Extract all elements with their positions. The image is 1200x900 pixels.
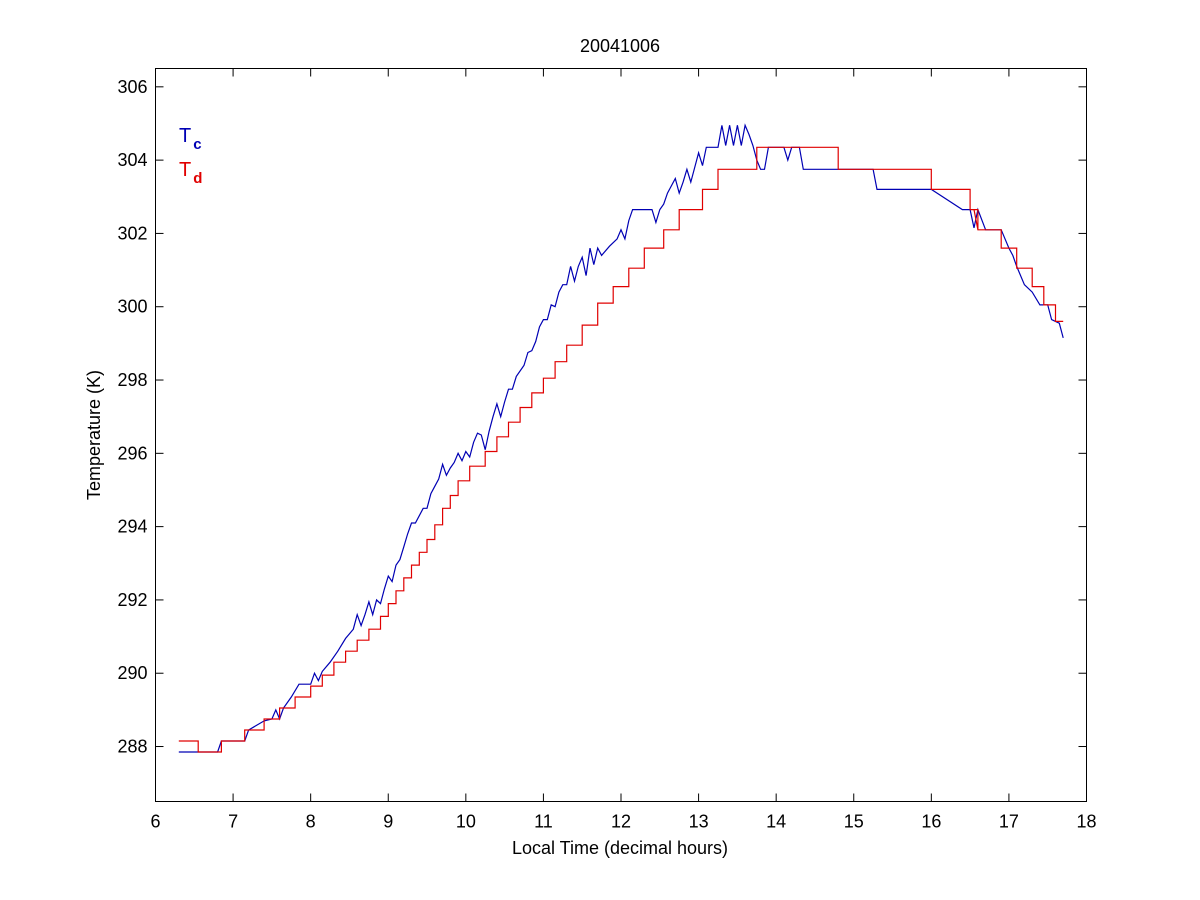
x-tick-label: 10	[456, 812, 476, 832]
x-tick-label: 16	[921, 812, 941, 832]
y-tick-label: 296	[117, 443, 147, 463]
x-axis: 6 7 8 9 10 11 12 13 14 15 16 17 18	[150, 68, 1097, 832]
chart-title: 20041006	[580, 36, 660, 56]
y-tick-label: 290	[117, 663, 147, 683]
x-tick-label: 18	[1076, 812, 1096, 832]
series-line-td	[178, 146, 1064, 753]
x-tick-label: 17	[999, 812, 1019, 832]
y-tick-label: 294	[117, 517, 147, 537]
y-tick-label: 302	[117, 223, 147, 243]
legend-entry-subscript: d	[193, 170, 202, 187]
y-tick-label: 304	[117, 150, 147, 170]
y-tick-label: 288	[117, 737, 147, 757]
legend-entry-subscript: c	[193, 136, 201, 153]
x-tick-label: 6	[150, 812, 160, 832]
x-tick-label: 12	[611, 812, 631, 832]
y-tick-label: 300	[117, 297, 147, 317]
y-axis-label: Temperature (K)	[84, 370, 104, 500]
x-tick-label: 9	[383, 812, 393, 832]
x-tick-label: 7	[228, 812, 238, 832]
x-tick-label: 13	[689, 812, 709, 832]
y-tick-label: 306	[117, 77, 147, 97]
x-tick-label: 15	[844, 812, 864, 832]
x-tick-label: 8	[306, 812, 316, 832]
y-axis: 288 290 292 294 296 298 300 302 304 306	[117, 77, 1087, 757]
y-tick-label: 292	[117, 590, 147, 610]
y-tick-label: 298	[117, 370, 147, 390]
x-tick-label: 14	[766, 812, 786, 832]
legend-entry-base: T	[179, 125, 191, 147]
x-tick-label: 11	[534, 812, 553, 832]
series-line-tc	[178, 123, 1064, 753]
legend-entry-base: T	[179, 159, 191, 181]
series-layer	[178, 123, 1064, 753]
x-axis-label: Local Time (decimal hours)	[512, 838, 728, 858]
plot-area	[155, 68, 1087, 802]
